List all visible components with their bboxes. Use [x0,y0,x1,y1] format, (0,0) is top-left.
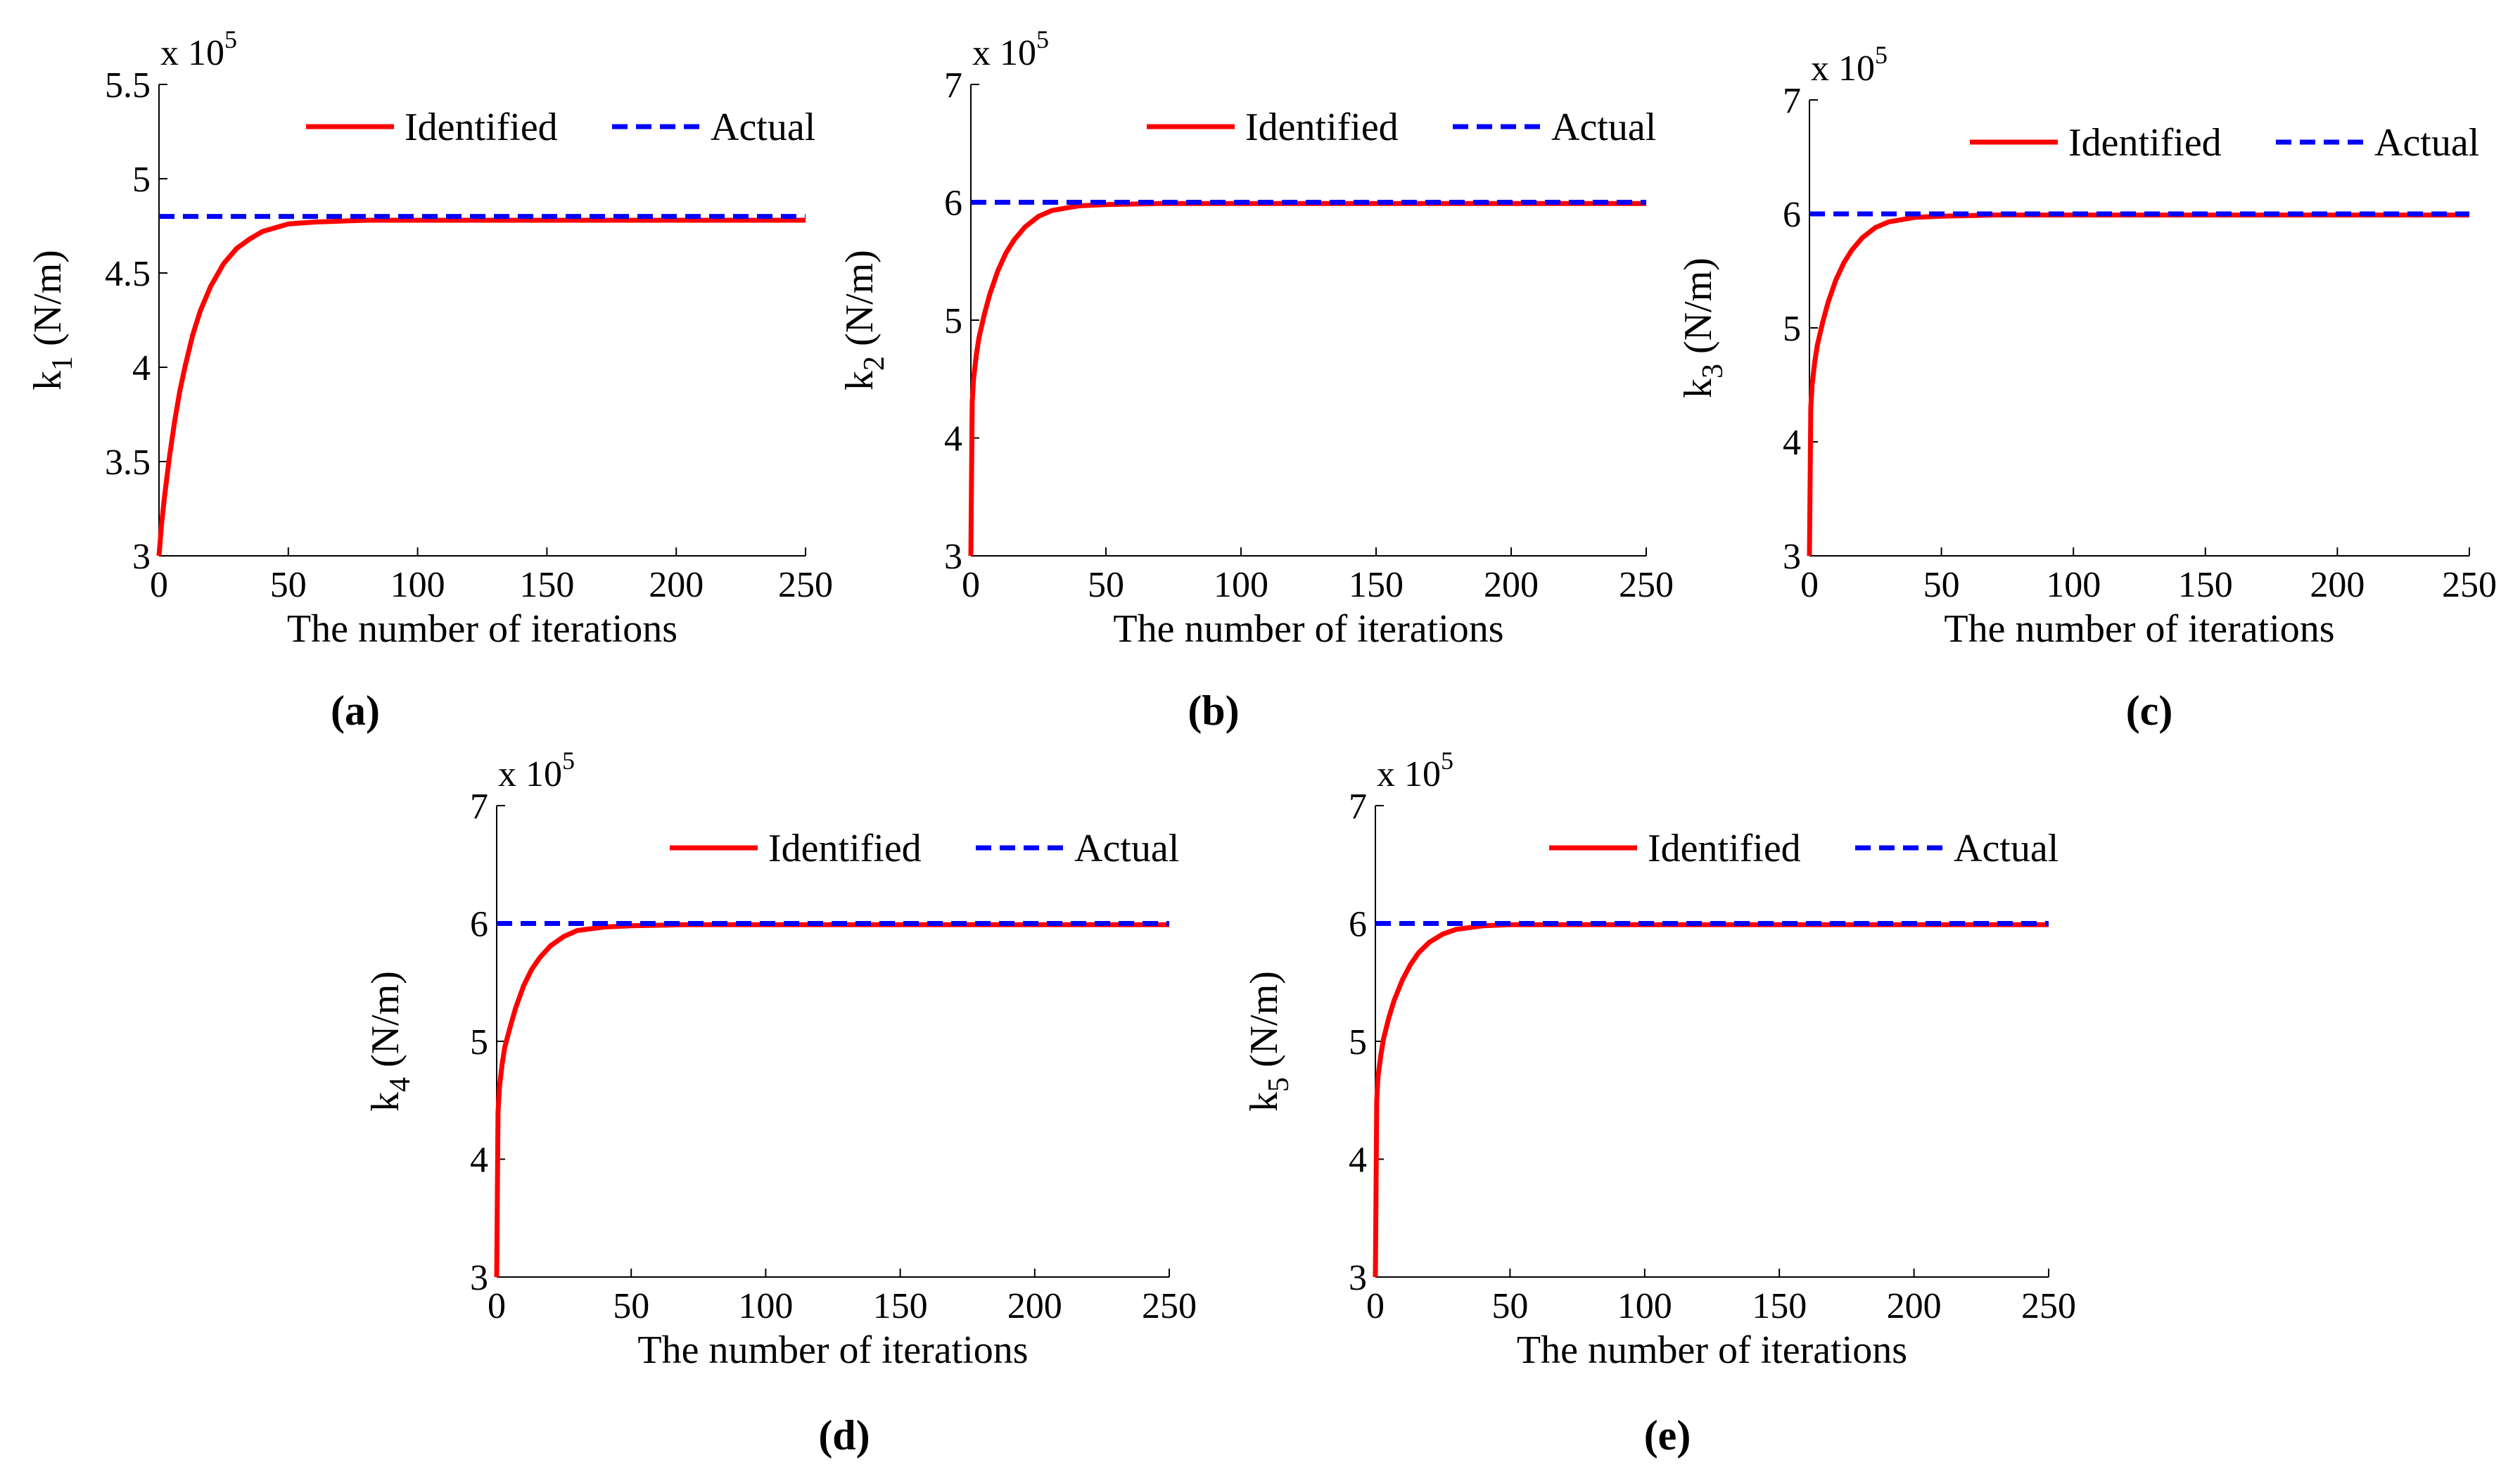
chart-panel-5: 0 50 100 150 200 250 3 4 5 6 7x 105 The number of i… [1242,747,2076,1459]
y-tick-label: 3 [1783,537,1801,577]
x-tick-label: 200 [649,565,704,605]
x-tick-label: 0 [1366,1286,1385,1326]
y-tick-label: 3 [132,537,151,577]
y-tick-label: 4.5 [105,254,151,294]
x-tick-label: 250 [2442,565,2497,605]
x-tick-label: 250 [1619,565,1674,605]
y-multiplier-label: x 105 [160,25,237,73]
panel-label: (b) [1188,687,1239,734]
x-tick-label: 150 [1349,565,1404,605]
series-line-identified [156,217,806,557]
y-tick-label: 4 [944,419,962,459]
legend-label-actual: Actual [1551,106,1656,149]
y-tick-label: 5 [470,1022,488,1062]
chart-panel-4: 0 50 100 150 200 250 3 4 5 6 7x 105 The number of i… [364,747,1197,1459]
legend-label-identified: Identified [1648,827,1801,870]
x-tick-label: 50 [1088,565,1124,605]
y-tick-label: 3.5 [105,443,151,483]
x-tick-label: 0 [150,565,168,605]
y-tick-label: 3 [1349,1258,1367,1298]
y-tick-label: 7 [1783,81,1801,121]
x-axis-label: The number of iterations [1944,607,2334,651]
y-axis-label: k4 (N/m) [364,971,416,1112]
x-tick-label: 50 [1923,565,1960,605]
y-axis-label: k3 (N/m) [1676,258,1729,398]
x-tick-label: 100 [2046,565,2101,605]
x-tick-label: 150 [873,1286,928,1326]
y-tick-label: 7 [470,787,488,827]
x-tick-label: 50 [1491,1286,1528,1326]
legend-label-actual: Actual [2374,121,2479,165]
x-tick-label: 150 [1752,1286,1807,1326]
x-tick-label: 200 [1887,1286,1942,1326]
y-tick-label: 4 [1349,1141,1367,1181]
y-tick-label: 6 [1783,195,1801,235]
x-tick-label: 50 [270,565,307,605]
y-tick-label: 4 [470,1141,488,1181]
chart-panel-3: 0 50 100 150 200 250 3 4 5 6 7x 105 The number of i… [1676,41,2497,734]
x-tick-label: 100 [1617,1286,1672,1326]
x-tick-label: 100 [390,565,445,605]
x-tick-label: 0 [1800,565,1819,605]
x-axis-label: The number of iterations [1517,1328,1907,1372]
legend-label-actual: Actual [711,106,815,149]
y-tick-label: 3 [470,1258,488,1298]
x-tick-label: 250 [2021,1286,2076,1326]
legend-label-actual: Actual [1074,827,1179,870]
x-axis-label: The number of iterations [1113,607,1503,651]
y-axis-label: k5 (N/m) [1242,971,1295,1112]
x-tick-label: 200 [1484,565,1539,605]
y-multiplier-label: x 105 [972,25,1049,73]
y-multiplier-label: x 105 [498,747,575,794]
x-tick-label: 100 [738,1286,793,1326]
series-line-identified [1807,212,2469,557]
y-tick-label: 6 [944,184,962,224]
chart-panel-1: 0 50 100 150 200 250 3 3.5 4 4.5 5 5.5x 105 The numb… [26,25,833,734]
y-tick-label: 6 [470,905,488,945]
panel-label: (c) [2126,687,2173,734]
legend-label-identified: Identified [1245,106,1399,149]
legend-label-identified: Identified [2068,121,2222,165]
y-tick-label: 6 [1349,905,1367,945]
y-tick-label: 5 [944,301,962,341]
x-tick-label: 250 [1142,1286,1197,1326]
y-tick-label: 5 [132,160,151,200]
x-tick-label: 0 [488,1286,506,1326]
legend-label-identified: Identified [405,106,558,149]
panel-label: (a) [331,687,380,734]
series-line-identified [1373,922,2049,1278]
y-multiplier-label: x 105 [1811,41,1888,89]
x-tick-label: 50 [613,1286,649,1326]
x-tick-label: 200 [1007,1286,1062,1326]
x-axis-label: The number of iterations [287,607,677,651]
chart-panel-2: 0 50 100 150 200 250 3 4 5 6 7x 105 The number of i… [838,25,1674,734]
x-tick-label: 0 [962,565,980,605]
x-tick-label: 150 [519,565,574,605]
y-axis-label: k2 (N/m) [838,250,891,390]
panel-label: (d) [818,1412,870,1459]
y-axis-label: k1 (N/m) [26,250,79,390]
panel-label: (e) [1644,1412,1691,1459]
y-tick-label: 4 [132,348,151,388]
x-tick-label: 200 [2310,565,2365,605]
y-tick-label: 5 [1783,309,1801,349]
legend-label-actual: Actual [1954,827,2058,870]
y-tick-label: 4 [1783,423,1801,463]
y-tick-label: 5 [1349,1022,1367,1062]
y-multiplier-label: x 105 [1377,747,1453,794]
x-tick-label: 250 [778,565,833,605]
x-tick-label: 150 [2178,565,2233,605]
x-tick-label: 100 [1214,565,1268,605]
legend-label-identified: Identified [768,827,922,870]
series-line-identified [968,201,1646,557]
x-axis-label: The number of iterations [637,1328,1028,1372]
series-line-identified [494,922,1169,1278]
y-tick-label: 3 [944,537,962,577]
y-tick-label: 7 [1349,787,1367,827]
y-tick-label: 5.5 [105,65,151,106]
y-tick-label: 7 [944,65,962,106]
